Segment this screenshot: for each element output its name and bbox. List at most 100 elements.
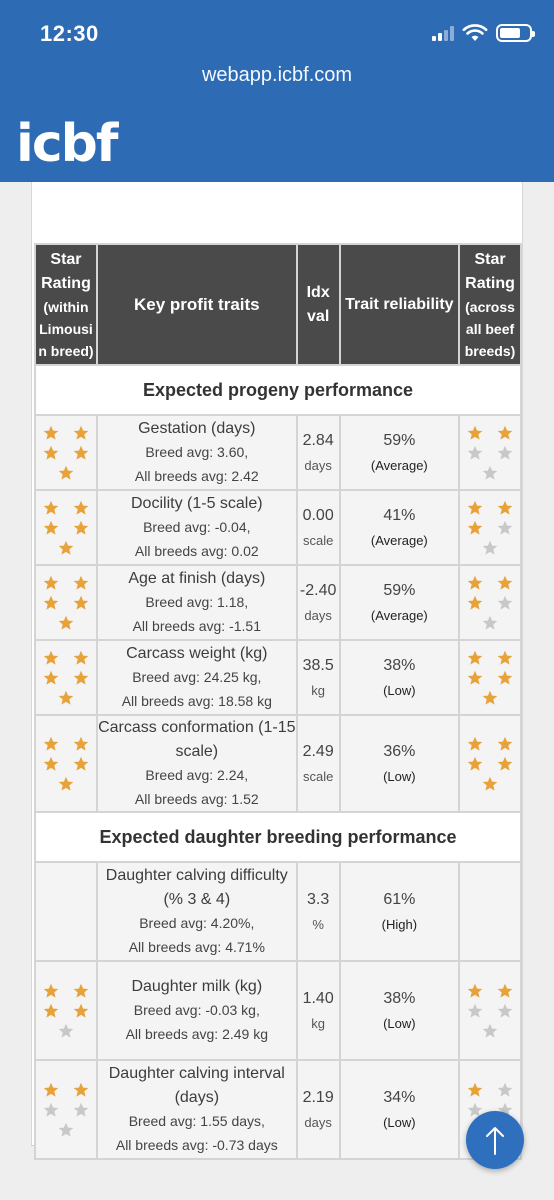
star-empty-icon: [482, 540, 498, 555]
star-across-cell: [458, 861, 522, 962]
within-stars: [41, 575, 91, 631]
battery-icon: [496, 24, 535, 42]
star-slot: [467, 1082, 483, 1098]
star-slot: [43, 1082, 59, 1098]
star-empty-icon: [467, 445, 483, 460]
star-slot: [467, 520, 483, 536]
reliability-cell: 59% (Average): [338, 414, 461, 491]
star-slot: [58, 776, 74, 792]
star-filled-icon: [43, 445, 59, 460]
wifi-icon: [462, 24, 488, 41]
star-filled-icon: [58, 465, 74, 480]
star-slot: [467, 425, 483, 441]
star-slot: [43, 595, 59, 611]
reliability-value: 38%: [383, 989, 416, 1007]
star-filled-icon: [73, 756, 89, 771]
star-filled-icon: [73, 575, 89, 590]
all-breeds-avg: All breeds avg: 4.71%: [128, 938, 265, 955]
star-filled-icon: [497, 425, 513, 440]
all-breeds-avg: All breeds avg: 0.02: [134, 542, 259, 559]
star-slot: [73, 650, 89, 666]
star-filled-icon: [497, 575, 513, 590]
star-slot: [43, 1102, 59, 1118]
star-slot: [43, 736, 59, 752]
star-filled-icon: [43, 595, 59, 610]
idx-value: 38.5: [302, 656, 334, 674]
trait-name: Daughter calving interval (days): [108, 1065, 285, 1106]
star-slot: [58, 615, 74, 631]
star-empty-icon: [43, 1102, 59, 1117]
reliability-cell: 61% (High): [338, 861, 461, 962]
idx-unit: %: [312, 916, 324, 932]
idx-cell: 1.40 kg: [295, 960, 341, 1061]
star-filled-icon: [58, 690, 74, 705]
trait-cell: Age at finish (days) Breed avg: 1.18, All …: [95, 564, 298, 641]
star-empty-icon: [58, 1122, 74, 1137]
star-slot: [58, 540, 74, 556]
idx-unit: scale: [302, 532, 334, 548]
star-within-cell: [34, 960, 98, 1061]
star-slot: [467, 595, 483, 611]
idx-cell: 3.3%: [295, 861, 341, 962]
scroll-top-button[interactable]: [466, 1111, 524, 1169]
idx-value: 2.19: [302, 1088, 334, 1106]
within-stars: [41, 425, 91, 481]
star-empty-icon: [497, 595, 513, 610]
trait-name: Docility (1-5 scale): [131, 495, 263, 512]
star-slot: [73, 1102, 89, 1118]
star-within-cell: [34, 861, 98, 962]
idx-cell: 0.00 scale: [295, 489, 341, 566]
star-filled-icon: [73, 520, 89, 535]
star-within-cell: [34, 639, 98, 716]
table-row: Docility (1-5 scale) Breed avg: -0.04, All…: [34, 489, 522, 566]
star-slot: [73, 500, 89, 516]
star-filled-icon: [497, 756, 513, 771]
star-filled-icon: [467, 575, 483, 590]
trait-name: Daughter calving difficulty (% 3 & 4): [105, 867, 288, 908]
star-slot: [43, 1003, 59, 1019]
section-title: Expected daughter breeding performance: [34, 811, 522, 863]
star-filled-icon: [58, 776, 74, 791]
star-filled-icon: [467, 500, 483, 515]
star-slot: [467, 756, 483, 772]
star-filled-icon: [43, 983, 59, 998]
star-empty-icon: [467, 1003, 483, 1018]
idx-value: 1.40: [302, 989, 334, 1007]
star-filled-icon: [73, 1003, 89, 1018]
star-slot: [43, 425, 59, 441]
star-slot: [482, 540, 498, 556]
star-slot: [497, 670, 513, 686]
page-content: Star Rating (within Limousi n breed) Key …: [31, 182, 523, 1160]
breed-avg: Breed avg: 1.18,: [145, 594, 249, 610]
star-slot: [73, 575, 89, 591]
star-filled-icon: [497, 500, 513, 515]
star-empty-icon: [482, 615, 498, 630]
across-stars: [465, 983, 515, 1039]
star-slot: [58, 1023, 74, 1039]
section-row: Expected progeny performance: [34, 364, 522, 416]
idx-value: 3.3: [307, 890, 330, 908]
star-filled-icon: [497, 736, 513, 751]
browser-url[interactable]: webapp.icbf.com: [201, 64, 353, 86]
reliability-value: 36%: [383, 742, 416, 760]
reliability-value: 34%: [383, 1088, 416, 1106]
all-breeds-avg: All breeds avg: -1.51: [132, 617, 261, 634]
reliability-level: (Low): [383, 1015, 416, 1031]
star-slot: [43, 756, 59, 772]
trait-cell: Daughter milk (kg) Breed avg: -0.03 kg, Al…: [95, 960, 298, 1061]
across-stars: [465, 650, 515, 706]
reliability-cell: 38% (Low): [338, 960, 461, 1061]
star-across-cell: [458, 489, 522, 566]
star-slot: [497, 1082, 513, 1098]
idx-unit: kg: [311, 682, 326, 698]
reliability-level: (Average): [370, 532, 428, 548]
star-empty-icon: [497, 520, 513, 535]
icbf-logo[interactable]: icbf: [16, 114, 118, 174]
star-empty-icon: [482, 1023, 498, 1038]
star-slot: [467, 736, 483, 752]
star-slot: [43, 445, 59, 461]
status-icons: [432, 24, 535, 42]
across-stars: [465, 500, 515, 556]
star-slot: [73, 670, 89, 686]
idx-unit: kg: [311, 1015, 326, 1031]
